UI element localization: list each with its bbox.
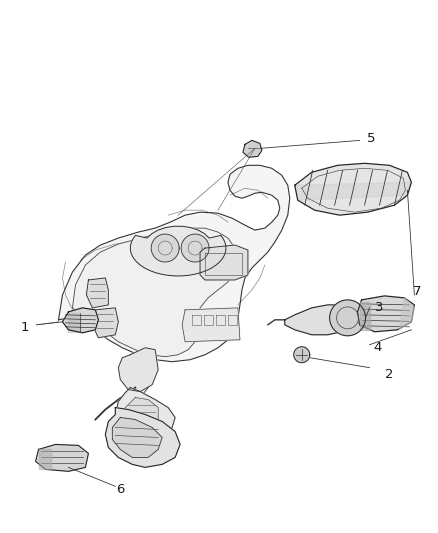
Polygon shape	[294, 347, 310, 362]
Polygon shape	[330, 300, 366, 336]
Polygon shape	[115, 387, 175, 438]
Polygon shape	[72, 228, 238, 357]
Polygon shape	[182, 308, 240, 342]
Text: 3: 3	[375, 301, 384, 314]
Polygon shape	[106, 408, 180, 467]
Polygon shape	[39, 449, 50, 470]
Polygon shape	[92, 308, 118, 338]
Polygon shape	[243, 140, 262, 157]
Text: 1: 1	[21, 321, 29, 334]
Text: 6: 6	[116, 483, 124, 496]
Polygon shape	[357, 296, 414, 332]
Polygon shape	[360, 302, 370, 330]
Polygon shape	[68, 313, 81, 332]
Polygon shape	[125, 398, 158, 427]
Text: 7: 7	[413, 285, 422, 298]
Polygon shape	[35, 445, 88, 471]
Polygon shape	[200, 245, 248, 280]
Polygon shape	[151, 234, 179, 262]
Polygon shape	[295, 163, 411, 215]
Polygon shape	[285, 305, 355, 335]
Polygon shape	[112, 417, 162, 457]
Polygon shape	[295, 182, 411, 200]
Polygon shape	[131, 227, 226, 276]
Polygon shape	[59, 165, 290, 362]
Polygon shape	[399, 298, 414, 330]
Polygon shape	[86, 278, 108, 308]
Polygon shape	[118, 348, 158, 392]
Polygon shape	[63, 308, 99, 333]
Polygon shape	[181, 234, 209, 262]
Text: 5: 5	[367, 132, 376, 145]
Text: 2: 2	[385, 368, 394, 381]
Text: 4: 4	[373, 341, 381, 354]
